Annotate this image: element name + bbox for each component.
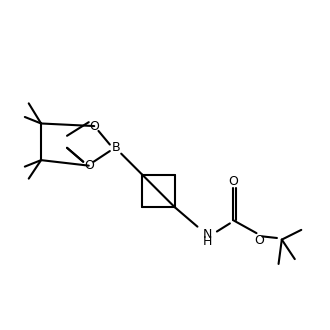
- Text: O: O: [254, 234, 264, 247]
- Text: H: H: [203, 235, 212, 248]
- Text: B: B: [111, 141, 120, 154]
- Text: O: O: [228, 175, 238, 188]
- Text: N: N: [203, 228, 212, 241]
- Text: O: O: [84, 159, 94, 172]
- Text: O: O: [89, 119, 99, 133]
